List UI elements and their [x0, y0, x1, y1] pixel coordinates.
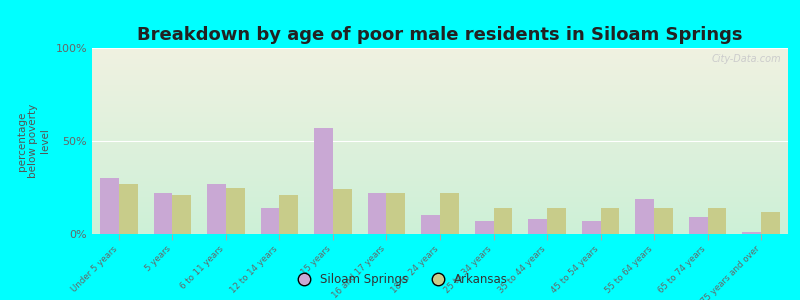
- Bar: [528, 219, 547, 234]
- Bar: [333, 189, 352, 234]
- Legend: Siloam Springs, Arkansas: Siloam Springs, Arkansas: [287, 269, 513, 291]
- Bar: [100, 178, 118, 234]
- Text: City-Data.com: City-Data.com: [711, 54, 781, 64]
- Bar: [261, 208, 279, 234]
- Bar: [154, 193, 172, 234]
- Bar: [762, 212, 780, 234]
- Bar: [601, 208, 619, 234]
- Bar: [689, 217, 708, 234]
- Bar: [547, 208, 566, 234]
- Bar: [386, 193, 405, 234]
- Bar: [207, 184, 226, 234]
- Title: Breakdown by age of poor male residents in Siloam Springs: Breakdown by age of poor male residents …: [138, 26, 742, 44]
- Y-axis label: percentage
below poverty
level: percentage below poverty level: [17, 104, 50, 178]
- Bar: [582, 221, 601, 234]
- Bar: [118, 184, 138, 234]
- Bar: [494, 208, 512, 234]
- Bar: [635, 199, 654, 234]
- Bar: [314, 128, 333, 234]
- Bar: [226, 188, 245, 234]
- Bar: [440, 193, 458, 234]
- Bar: [708, 208, 726, 234]
- Bar: [475, 221, 494, 234]
- Bar: [422, 215, 440, 234]
- Bar: [742, 232, 762, 234]
- Bar: [279, 195, 298, 234]
- Bar: [654, 208, 673, 234]
- Bar: [368, 193, 386, 234]
- Bar: [172, 195, 191, 234]
